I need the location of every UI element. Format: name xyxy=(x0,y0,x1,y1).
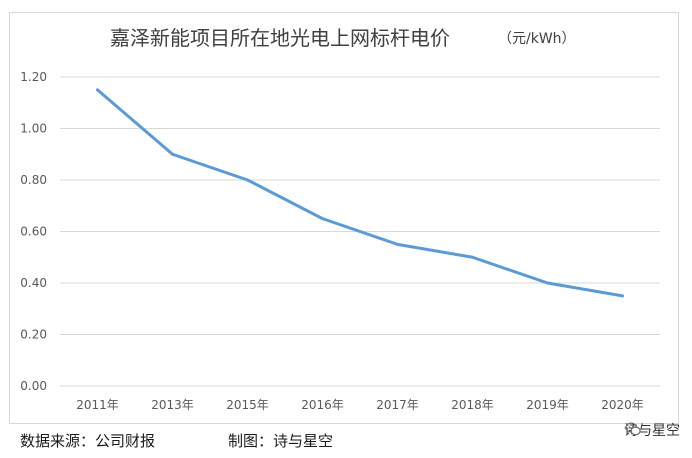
data-point xyxy=(96,88,99,92)
data-point xyxy=(246,178,249,182)
series-layer xyxy=(96,88,624,298)
data-point xyxy=(546,281,549,285)
x-tick-label: 2018年 xyxy=(451,398,494,412)
x-axis-ticks: 2011年 2013年 2015年 2016年 2017年 2018年 2019年 2020年 xyxy=(76,398,644,412)
data-point xyxy=(171,152,174,156)
x-tick-label: 2011年 xyxy=(76,398,119,412)
y-tick-label: 0.60 xyxy=(20,225,47,239)
chart-unit: （元/kWh） xyxy=(498,31,576,47)
author-note: 制图：诗与星空 xyxy=(228,432,334,450)
gridlines xyxy=(60,76,660,387)
y-tick-label: 1.20 xyxy=(20,70,47,84)
y-tick-label: 1.00 xyxy=(20,122,47,136)
data-point xyxy=(396,242,399,246)
x-tick-label: 2015年 xyxy=(226,398,269,412)
x-tick-label: 2020年 xyxy=(601,398,644,412)
watermark-label: 诗与星空 xyxy=(624,423,680,439)
source-note: 数据来源：公司财报 xyxy=(20,432,156,450)
chart-frame xyxy=(9,12,679,424)
data-point xyxy=(471,255,474,259)
y-tick-label: 0.80 xyxy=(20,173,47,187)
data-point xyxy=(621,294,624,298)
y-tick-label: 0.40 xyxy=(20,276,47,290)
chart-title: 嘉泽新能项目所在地光电上网标杆电价 xyxy=(110,26,450,50)
data-point xyxy=(321,217,324,221)
y-tick-label: 0.20 xyxy=(20,328,47,342)
x-tick-label: 2013年 xyxy=(151,398,194,412)
y-axis-ticks: 0.00 0.20 0.40 0.60 0.80 1.00 1.20 xyxy=(20,70,47,393)
y-tick-label: 0.00 xyxy=(20,379,47,393)
watermark: 诗与星空 xyxy=(624,420,680,440)
wechat-icon xyxy=(625,422,641,436)
series-line xyxy=(96,88,624,298)
x-tick-label: 2017年 xyxy=(376,398,419,412)
x-tick-label: 2019年 xyxy=(526,398,569,412)
x-tick-label: 2016年 xyxy=(301,398,344,412)
